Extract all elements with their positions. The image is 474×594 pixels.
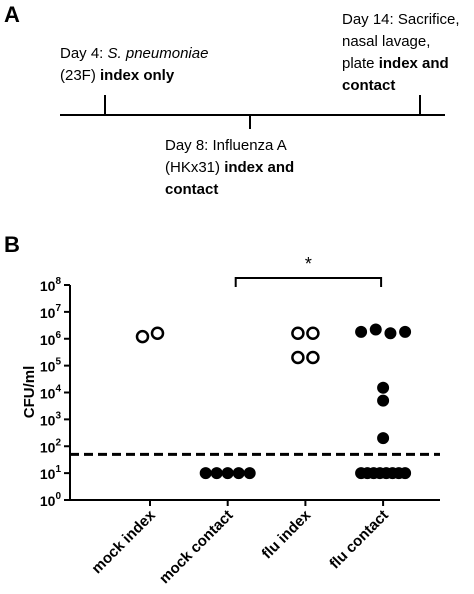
panel-label: B <box>4 232 20 257</box>
x-tick-label: mock contact <box>156 507 236 587</box>
data-point <box>377 432 390 445</box>
y-tick-exponent: 7 <box>55 303 61 314</box>
data-point <box>306 350 320 365</box>
data-point <box>355 325 368 338</box>
y-tick-label: 105 <box>40 357 62 375</box>
event-text-part: Day 8: Influenza A <box>165 137 287 154</box>
data-point <box>135 329 150 344</box>
event-text: plate index and <box>342 55 449 72</box>
y-tick-base: 10 <box>40 305 56 321</box>
data-point <box>150 326 165 341</box>
event-text-part: nasal lavage, <box>342 33 430 50</box>
event-text: contact <box>165 181 218 198</box>
y-tick-label: 104 <box>40 384 62 402</box>
y-tick-base: 10 <box>40 466 56 482</box>
y-tick-base: 10 <box>40 278 56 294</box>
event-text-part: contact <box>342 77 395 94</box>
x-tick-label: mock index <box>88 506 159 577</box>
event-text-part: S. pneumoniae <box>108 45 209 62</box>
y-tick-label: 106 <box>40 330 62 348</box>
y-tick-label: 103 <box>40 410 62 428</box>
y-tick-label: 101 <box>40 464 62 482</box>
data-point <box>291 326 305 341</box>
y-tick-exponent: 5 <box>55 357 61 368</box>
event-text-part: Day 14: Sacrifice, <box>342 11 460 28</box>
y-tick-label: 108 <box>40 276 62 294</box>
event-text: contact <box>342 77 395 94</box>
data-point <box>221 467 234 480</box>
y-tick-exponent: 0 <box>55 491 61 502</box>
event-text-part: (HKx31) <box>165 159 224 176</box>
x-tick-label: flu contact <box>326 507 392 573</box>
y-tick-base: 10 <box>40 386 56 402</box>
y-tick-base: 10 <box>40 493 56 509</box>
event-text: Day 8: Influenza A <box>165 137 287 154</box>
event-text: (23F) index only <box>60 67 175 84</box>
data-point <box>384 327 397 340</box>
y-tick-exponent: 8 <box>55 276 61 287</box>
event-text: Day 4: S. pneumoniae <box>60 45 208 62</box>
data-point <box>399 325 412 338</box>
y-tick-base: 10 <box>40 332 56 348</box>
y-tick-exponent: 1 <box>55 464 61 475</box>
event-text-part: index and <box>224 159 294 176</box>
y-tick-label: 107 <box>40 303 62 321</box>
y-axis-title: CFU/ml <box>21 366 38 419</box>
x-tick-label: flu index <box>259 506 315 562</box>
data-point <box>306 326 320 341</box>
event-text-part: plate <box>342 55 379 72</box>
data-point <box>369 323 382 336</box>
event-text-part: index only <box>100 67 175 84</box>
event-text: nasal lavage, <box>342 33 430 50</box>
event-text-part: index and <box>379 55 449 72</box>
significance-bracket <box>234 277 383 287</box>
y-tick-exponent: 2 <box>55 437 61 448</box>
y-tick-label: 102 <box>40 437 62 455</box>
data-point <box>232 467 245 480</box>
data-point <box>199 467 212 480</box>
y-tick-base: 10 <box>40 439 56 455</box>
data-point <box>377 394 390 407</box>
event-text-part: contact <box>165 181 218 198</box>
event-text: Day 14: Sacrifice, <box>342 11 460 28</box>
data-point <box>210 467 223 480</box>
y-tick-base: 10 <box>40 359 56 375</box>
y-tick-exponent: 3 <box>55 410 61 421</box>
event-text-part: (23F) <box>60 67 100 84</box>
data-point <box>243 467 256 480</box>
event-text: (HKx31) index and <box>165 159 294 176</box>
significance-label: * <box>305 254 312 274</box>
panel-label: A <box>4 2 20 27</box>
y-tick-exponent: 4 <box>55 384 61 395</box>
event-text-part: Day 4: <box>60 45 108 62</box>
data-point <box>399 467 412 480</box>
y-tick-exponent: 6 <box>55 330 61 341</box>
data-point <box>291 350 305 365</box>
y-tick-label: 100 <box>40 491 62 509</box>
data-point <box>377 381 390 394</box>
y-tick-base: 10 <box>40 412 56 428</box>
